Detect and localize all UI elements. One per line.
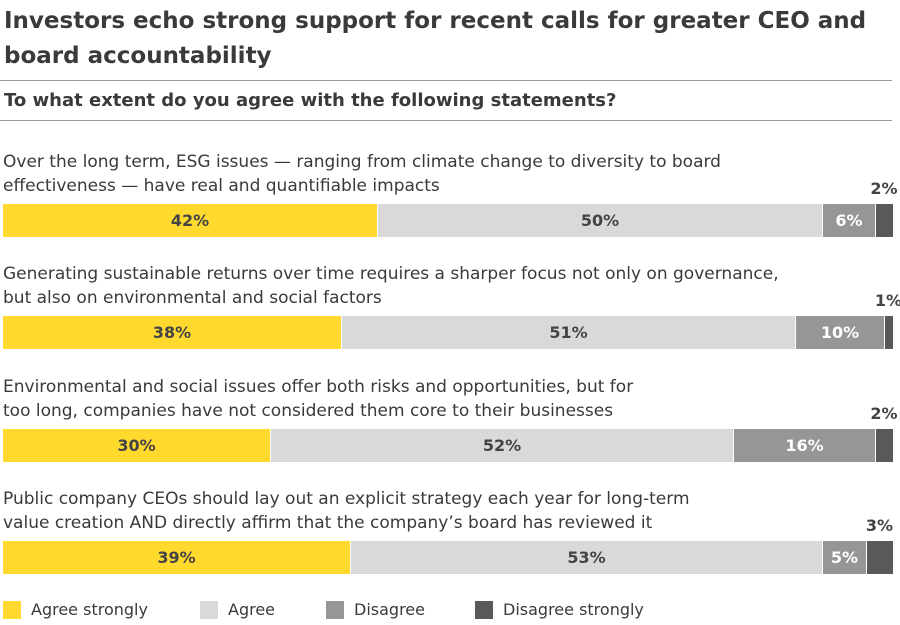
subtitle-divider xyxy=(0,120,892,121)
bar-row: 38% 51% 10% xyxy=(3,316,893,349)
statement-text: Over the long term, ESG issues — ranging… xyxy=(3,150,803,198)
statement-text: Public company CEOs should lay out an ex… xyxy=(3,487,803,535)
data-label-disagree-strongly: 3% xyxy=(865,516,894,535)
bar-segment-disagree: 16% xyxy=(733,429,875,462)
statement-line: Environmental and social issues offer bo… xyxy=(3,377,634,397)
data-label: 30% xyxy=(117,436,156,455)
bar-segment-disagree-strongly xyxy=(866,541,893,574)
bar-row: 42% 50% 6% xyxy=(3,204,893,237)
bar-segment-agree-strongly: 38% xyxy=(3,316,341,349)
legend-item-agree: Agree xyxy=(200,600,275,619)
bar-row: 30% 52% 16% xyxy=(3,429,893,462)
chart-subtitle: To what extent do you agree with the fol… xyxy=(4,90,617,111)
data-label: 53% xyxy=(567,548,606,567)
bar-segment-agree: 53% xyxy=(350,541,822,574)
data-label: 10% xyxy=(820,323,860,342)
statement-line: Public company CEOs should lay out an ex… xyxy=(3,489,690,509)
bar-segment-agree: 51% xyxy=(341,316,795,349)
statement-line: Generating sustainable returns over time… xyxy=(3,264,779,284)
statement-line: Over the long term, ESG issues — ranging… xyxy=(3,152,721,172)
data-label: 16% xyxy=(785,436,824,455)
legend-label-disagree: Disagree xyxy=(354,600,425,619)
bar-segment-disagree: 6% xyxy=(822,204,875,237)
legend-swatch-agree xyxy=(200,600,218,619)
data-label: 51% xyxy=(549,323,588,342)
legend-label-agree: Agree xyxy=(228,600,276,619)
statement-line: effectiveness — have real and quantifiab… xyxy=(3,176,440,196)
bar-segment-disagree-strongly xyxy=(875,204,893,237)
data-label: 38% xyxy=(152,323,192,342)
data-label: 52% xyxy=(482,436,522,455)
data-label-disagree-strongly: 1% xyxy=(874,291,900,310)
chart-title: Investors echo strong support for recent… xyxy=(4,8,867,69)
bar-segment-disagree: 5% xyxy=(822,541,866,574)
bar-segment-disagree-strongly xyxy=(875,429,893,462)
legend-item-disagree: Disagree xyxy=(326,600,425,619)
statement-line: too long, companies have not considered … xyxy=(3,401,614,421)
legend-swatch-disagree xyxy=(326,600,344,619)
bar-segment-agree: 52% xyxy=(270,429,733,462)
data-label-disagree-strongly: 2% xyxy=(870,179,898,198)
statement-text: Environmental and social issues offer bo… xyxy=(3,375,803,423)
bar-segment-disagree-strongly xyxy=(884,316,893,349)
statement-line: value creation AND directly affirm that … xyxy=(3,513,653,533)
data-label: 39% xyxy=(157,548,196,567)
data-label-disagree-strongly: 2% xyxy=(870,404,898,423)
legend-item-disagree-strongly: Disagree strongly xyxy=(475,600,644,619)
legend: Agree strongly Agree Disagree Disagree s… xyxy=(3,600,893,624)
legend-swatch-disagree-strongly xyxy=(475,600,493,619)
statement-text: Generating sustainable returns over time… xyxy=(3,262,803,310)
bar-segment-agree-strongly: 30% xyxy=(3,429,270,462)
data-label: 42% xyxy=(170,211,210,230)
bar-segment-agree-strongly: 39% xyxy=(3,541,350,574)
title-divider xyxy=(0,80,892,81)
data-label: 50% xyxy=(580,211,620,230)
data-label: 6% xyxy=(835,211,863,230)
legend-label-disagree-strongly: Disagree strongly xyxy=(503,600,644,619)
statement-line: but also on environmental and social fac… xyxy=(3,288,382,308)
legend-label-agree-strongly: Agree strongly xyxy=(31,600,148,619)
legend-swatch-agree-strongly xyxy=(3,600,21,619)
bar-segment-agree: 50% xyxy=(377,204,822,237)
bar-segment-disagree: 10% xyxy=(795,316,884,349)
bar-segment-agree-strongly: 42% xyxy=(3,204,377,237)
legend-item-agree-strongly: Agree strongly xyxy=(3,600,148,619)
bar-row: 39% 53% 5% xyxy=(3,541,893,574)
data-label: 5% xyxy=(830,548,859,567)
